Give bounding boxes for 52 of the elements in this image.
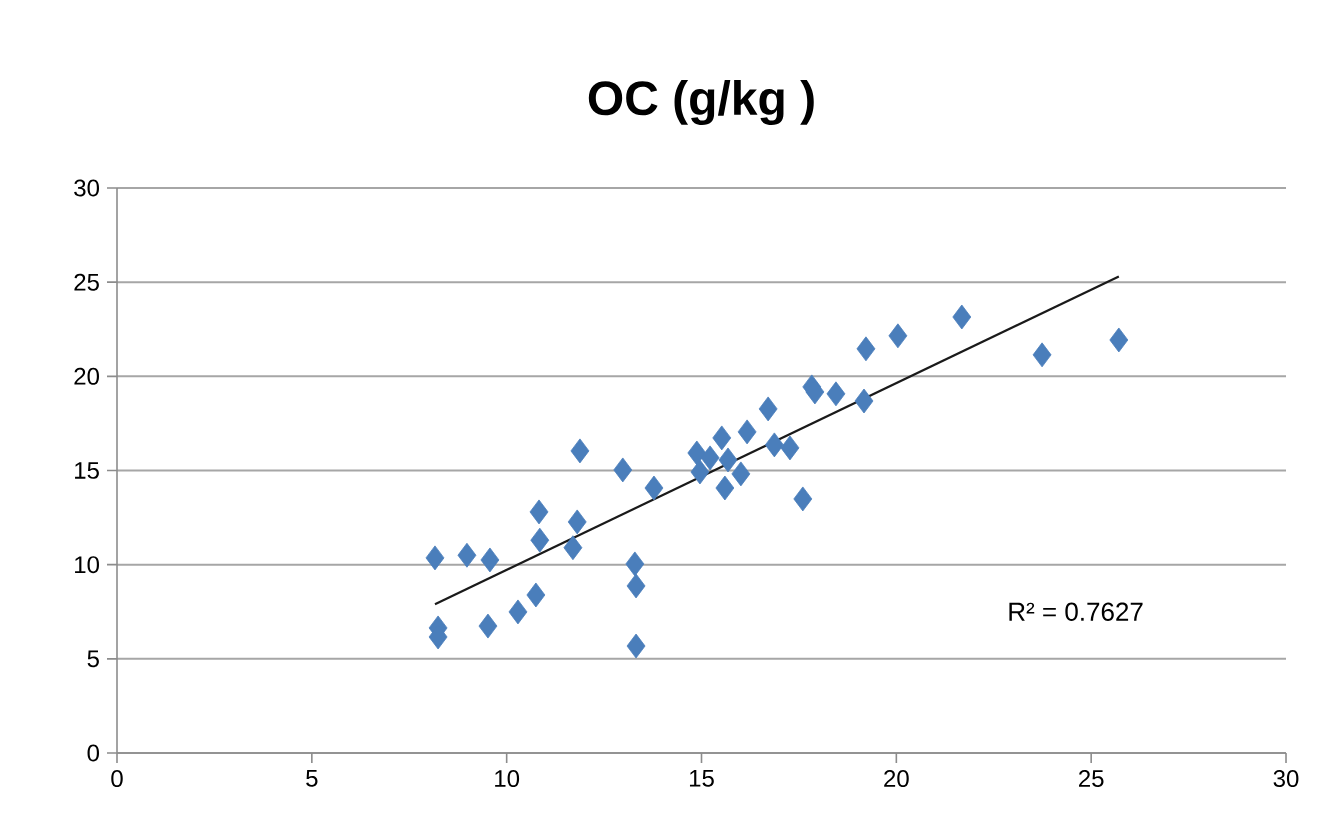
- y-tick-label: 5: [87, 650, 99, 668]
- point: [952, 304, 972, 330]
- point: [712, 425, 732, 451]
- point: [529, 499, 549, 525]
- point: [715, 475, 735, 501]
- point: [626, 573, 646, 599]
- x-tick-label: 20: [884, 770, 909, 788]
- point: [737, 419, 757, 445]
- point: [1032, 342, 1052, 368]
- y-tick-label: 20: [74, 367, 99, 385]
- point: [526, 582, 546, 608]
- x-tick-label: 10: [495, 770, 520, 788]
- point: [826, 381, 846, 407]
- point: [700, 445, 720, 471]
- chart-title: OC (g/kg ): [588, 79, 814, 125]
- x-tick-label: 0: [111, 770, 123, 788]
- x-tick-label: 30: [1273, 770, 1299, 788]
- y-tick-label: 0: [87, 744, 100, 762]
- point: [478, 613, 498, 639]
- point: [626, 633, 646, 659]
- y-tick-label: 15: [75, 462, 99, 479]
- point: [563, 535, 583, 561]
- annotation: R² = 0.7627: [1009, 602, 1143, 621]
- point: [480, 547, 500, 573]
- point: [780, 435, 800, 461]
- x-tick-label: 5: [306, 770, 318, 787]
- point: [888, 323, 908, 349]
- y-tick-label: 25: [74, 273, 99, 291]
- point: [731, 461, 751, 487]
- point: [856, 336, 876, 362]
- point: [425, 545, 445, 571]
- point: [530, 527, 550, 553]
- point: [613, 457, 633, 483]
- point: [854, 388, 874, 414]
- x-tick-label: 15: [689, 770, 714, 787]
- point: [687, 440, 707, 466]
- point: [570, 438, 590, 464]
- point: [764, 432, 784, 458]
- y-tick-label: 30: [74, 179, 99, 197]
- point: [758, 396, 778, 422]
- point: [718, 447, 738, 473]
- x-tick-label: 25: [1079, 770, 1104, 788]
- point: [457, 542, 477, 568]
- point: [690, 459, 710, 485]
- point: [625, 551, 645, 577]
- point: [793, 486, 813, 512]
- point: [567, 509, 587, 535]
- y-tick-label: 10: [75, 556, 99, 574]
- point: [508, 599, 528, 625]
- point: [644, 475, 664, 501]
- point: [805, 379, 825, 405]
- point: [1109, 327, 1129, 353]
